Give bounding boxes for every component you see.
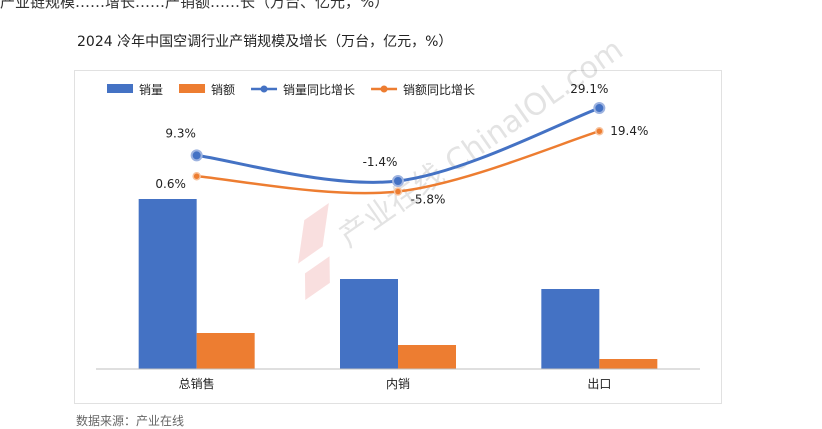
bar-sales-volume-1 — [340, 279, 398, 369]
bar-sales-value-2 — [599, 359, 658, 369]
legend-marker — [260, 85, 268, 93]
data-label: 29.1% — [570, 82, 608, 96]
bar-sales-value-1 — [398, 345, 456, 369]
legend-label: 销额 — [211, 83, 235, 97]
bar-series-group — [138, 199, 658, 369]
line-point — [393, 187, 403, 196]
legend-label: 销量同比增长 — [283, 83, 355, 97]
data-label: 0.6% — [155, 177, 186, 191]
data-label: 9.3% — [165, 126, 196, 140]
line-point — [593, 102, 606, 115]
x-tick-label: 总销售 — [179, 376, 215, 391]
legend-swatch — [179, 84, 206, 93]
chart-legend: 销量 销额 销量同比增长 销额同比增长 — [107, 83, 475, 97]
line-point — [595, 126, 604, 136]
line-series-group: 9.3% -1.4% 29.1% 0.6% -5.8% 19.4% — [155, 82, 648, 206]
x-axis: 总销售 内销 出口 — [96, 368, 700, 391]
chart-frame — [74, 70, 722, 404]
data-label: -1.4% — [363, 155, 398, 169]
line-point — [392, 174, 404, 187]
legend-marker — [380, 85, 388, 93]
legend-label: 销量 — [139, 83, 163, 97]
chart-title: 2024 冷年中国空调行业产销规模及增长（万台，亿元，%） — [77, 34, 453, 50]
legend-swatch — [107, 84, 133, 93]
bar-sales-volume-2 — [541, 289, 600, 369]
x-tick-label: 出口 — [587, 377, 611, 391]
x-tick-label: 内销 — [386, 377, 410, 391]
watermark-text: 产业在线 ChinaIOL.com — [333, 32, 630, 255]
watermark: 产业在线 ChinaIOL.com — [298, 32, 630, 301]
cropped-header-text: 产业链规模……增长……产销额……长（万台、亿元，%） — [0, 0, 390, 11]
data-label: 19.4% — [610, 124, 648, 138]
data-label: -5.8% — [411, 193, 446, 207]
bar-sales-volume-0 — [138, 199, 197, 369]
legend-label: 销额同比增长 — [403, 83, 475, 97]
line-point — [190, 149, 203, 162]
bar-sales-value-0 — [196, 333, 255, 369]
line-point — [192, 171, 201, 181]
